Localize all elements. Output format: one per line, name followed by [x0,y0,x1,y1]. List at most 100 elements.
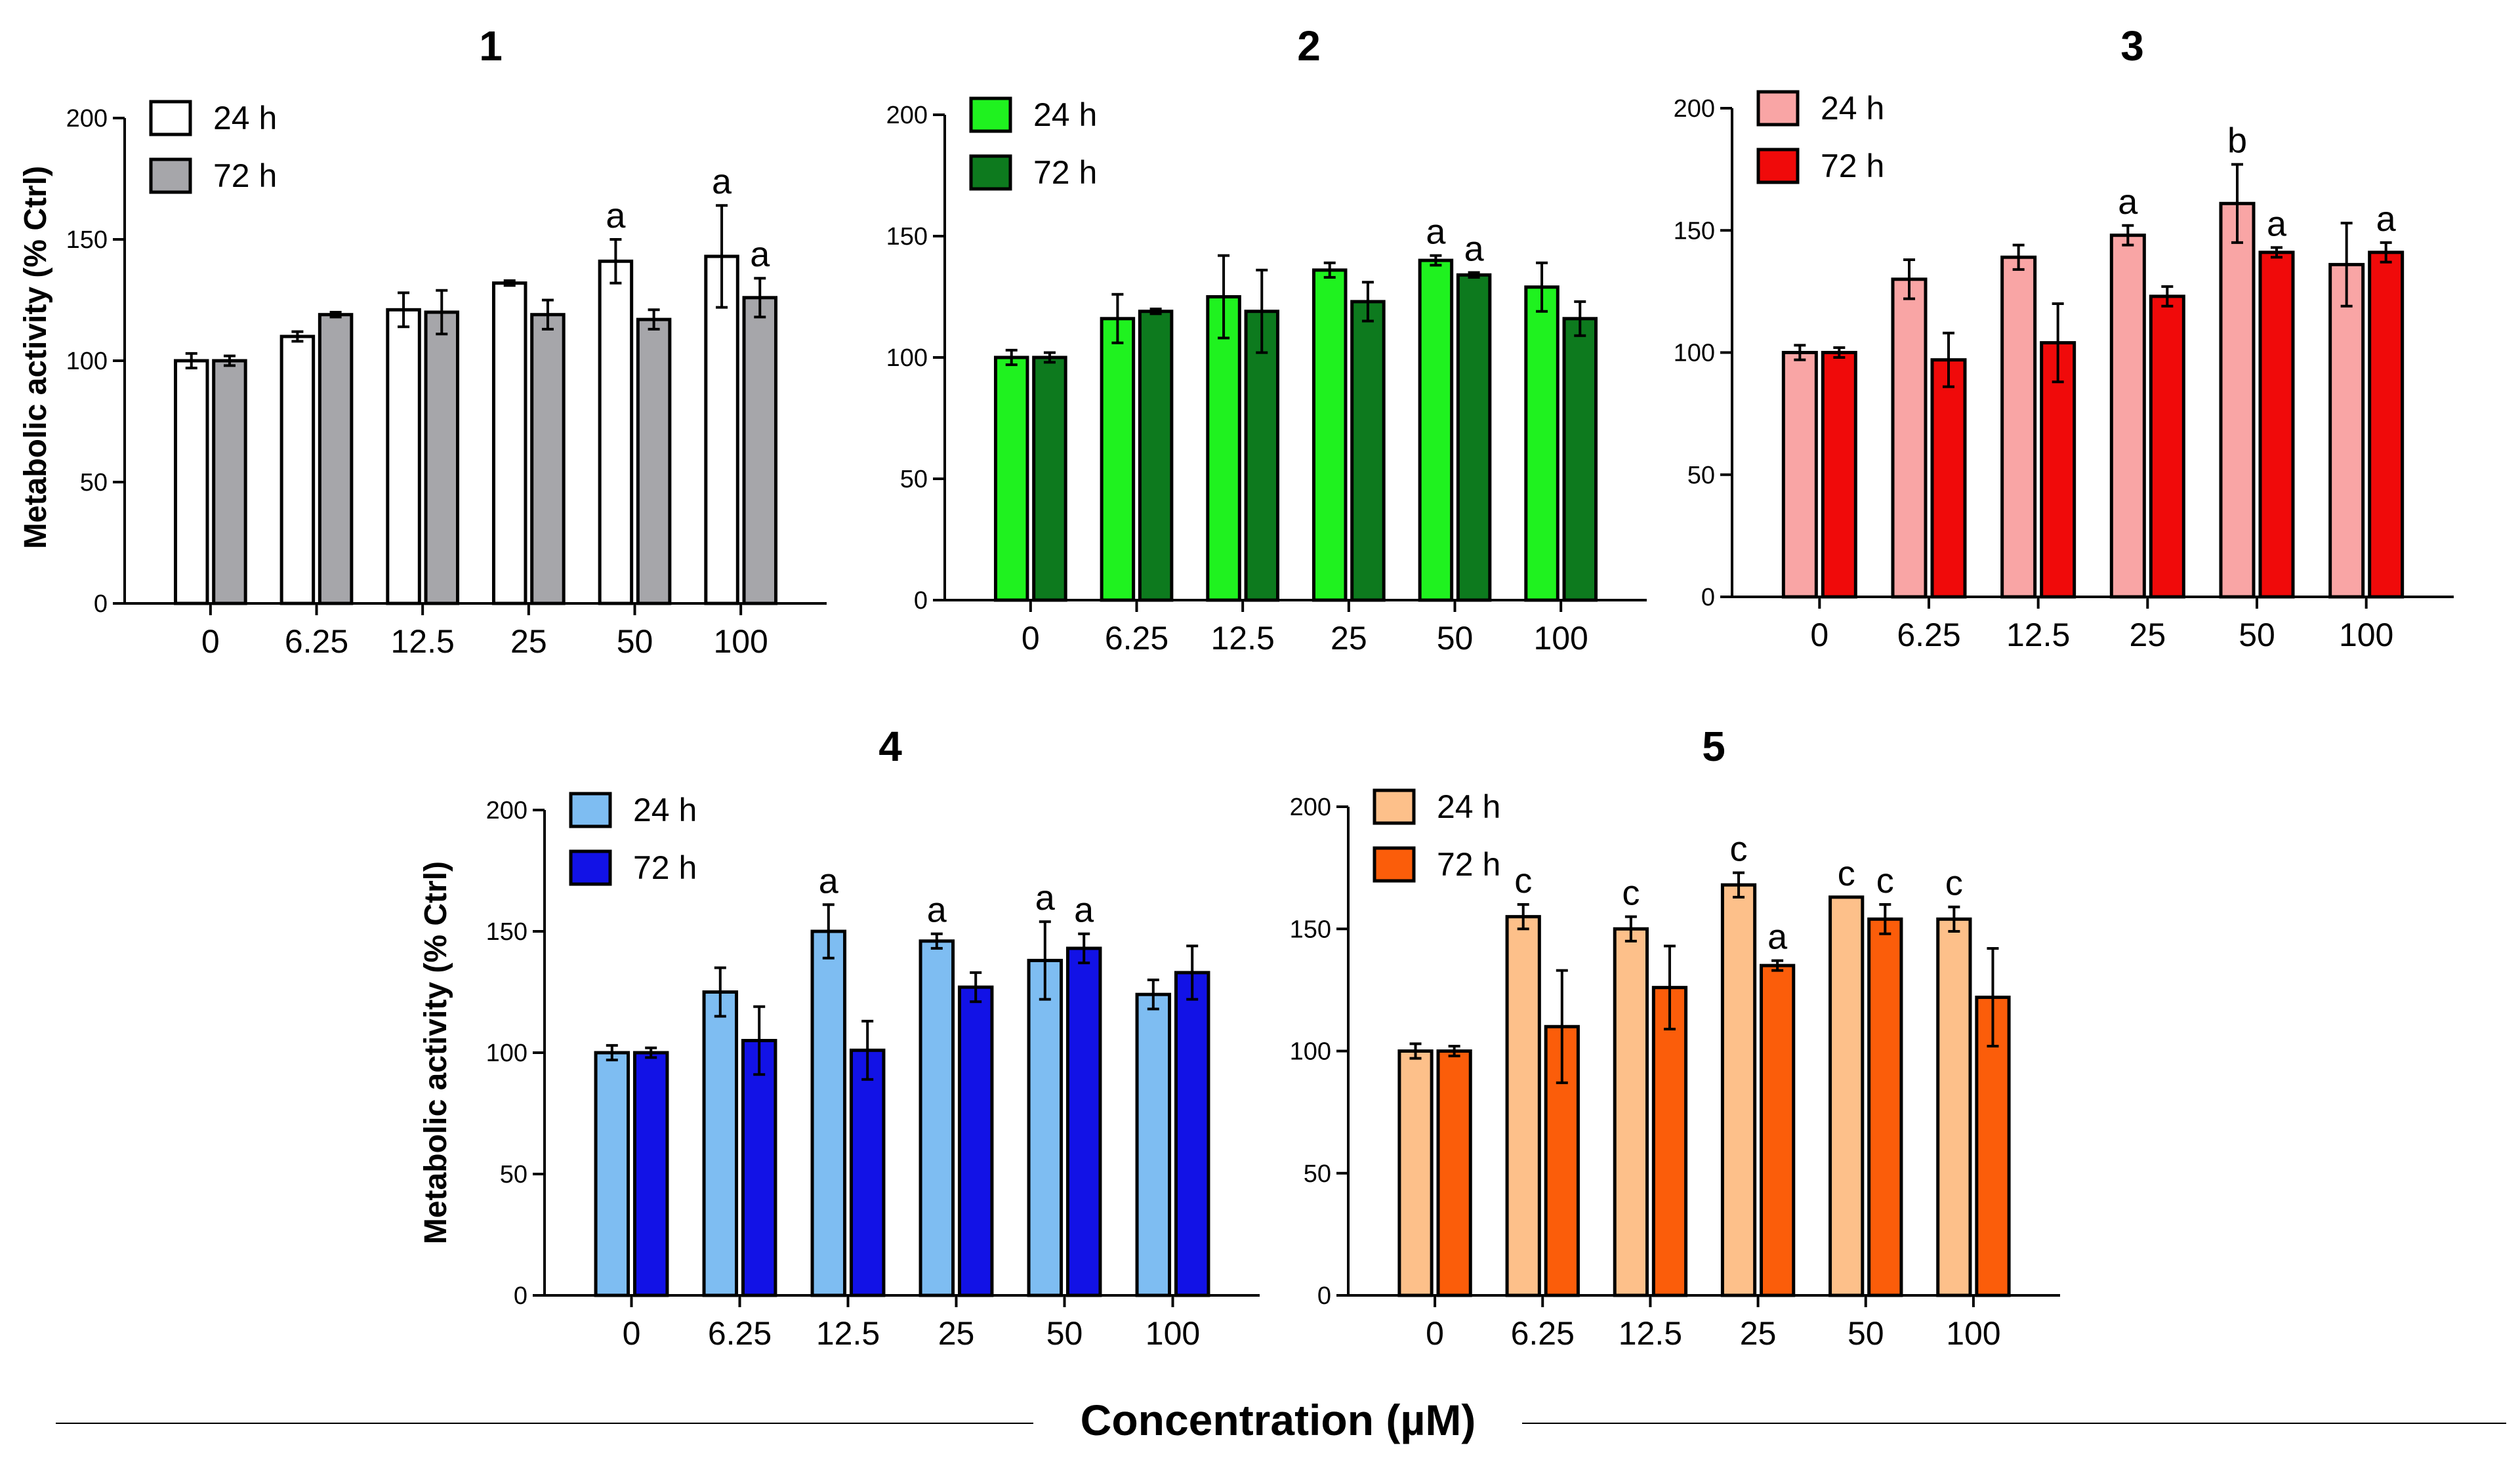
bar-72h [318,313,354,605]
legend-swatch-24h [1373,788,1416,825]
chart-title: 4 [878,723,902,770]
bar-72h [1244,310,1280,602]
x-tick-label: 100 [1146,1315,1200,1352]
y-tick-label: 200 [1290,794,1331,821]
bar-72h [741,1039,777,1297]
bar-24h [173,359,209,605]
y-tick-label: 100 [1290,1038,1331,1066]
bar-72h [957,985,994,1297]
bar-24h [1613,927,1649,1297]
x-tick-label: 0 [1022,620,1040,657]
y-tick-label: 200 [66,105,108,132]
x-tick-label: 6.25 [1511,1315,1575,1352]
x-tick-label: 0 [1810,617,1828,653]
legend-label: 24 h [1821,90,1884,127]
chart-panel-3: 3 0 50 100 150 200 0 6.25 12.5 25 a 50 b a 100 a 24 h 72 … [1674,22,2454,653]
bar-72h [1436,1049,1472,1297]
bar-72h [632,1051,669,1297]
bar-24h [2000,255,2037,599]
significance-label: c [1876,861,1894,901]
significance-label: b [2227,121,2247,161]
bar-24h [1206,295,1241,602]
bar-24h [919,939,955,1297]
x-tick-label: 12.5 [1619,1315,1682,1352]
bar-72h [212,359,247,605]
bar-24h [702,990,739,1297]
significance-label: a [750,235,770,274]
x-tick-label: 100 [713,623,768,660]
y-tick-label: 200 [486,797,527,824]
x-tick-label: 12.5 [816,1315,880,1352]
chart-title: 2 [1297,22,1321,70]
bar-72h [849,1048,886,1297]
x-tick-label: 25 [1740,1315,1777,1352]
legend-swatch-24h [1756,90,1800,127]
significance-label: a [606,196,626,235]
bar-24h [594,1051,630,1297]
y-tick-label: 0 [94,590,108,618]
bar-72h [424,310,460,605]
legend-swatch-72h [1373,846,1416,883]
significance-label: a [2267,204,2287,243]
y-axis-label: Metabolic activity (% Ctrl) [419,861,453,1244]
bar-72h [2258,251,2295,599]
legend-label: 24 h [633,792,697,828]
chart-title: 3 [2120,22,2144,70]
significance-label: a [927,891,947,930]
y-tick-label: 100 [66,348,108,375]
legend-swatch-72h [149,157,192,194]
x-tick-label: 100 [2339,617,2393,653]
bar-24h [1505,915,1541,1297]
bar-24h [2109,233,2146,599]
x-tick-label: 50 [1848,1315,1884,1352]
significance-label: c [1730,830,1748,869]
legend-label: 24 h [213,100,277,136]
significance-label: a [1074,891,1094,930]
bar-24h [1100,317,1136,602]
y-axis-label: Metabolic activity (% Ctrl) [18,166,53,549]
x-tick-label: 100 [1946,1315,2000,1352]
bar-24h [491,281,527,605]
y-tick-label: 150 [66,226,108,254]
x-tick-label: 12.5 [391,623,455,660]
y-tick-label: 200 [1674,95,1715,123]
bar-72h [1350,300,1386,602]
x-tick-label: 6.25 [1105,620,1168,657]
bar-72h [530,313,566,605]
bar-24h [386,308,421,605]
bar-72h [1456,273,1492,602]
significance-label: a [712,162,732,201]
x-tick-label: 0 [201,623,220,660]
bar-72h [636,317,672,605]
y-tick-label: 100 [886,344,928,372]
x-tick-label: 0 [1426,1315,1444,1352]
significance-label: c [1622,874,1640,913]
y-tick-label: 50 [900,466,928,493]
significance-label: a [819,861,839,901]
legend-swatch-24h [969,96,1012,133]
bar-24h [598,259,634,605]
significance-label: a [1464,230,1485,269]
y-tick-label: 0 [914,587,928,615]
x-tick-label: 50 [617,623,653,660]
legend-label: 72 h [1437,846,1500,883]
significance-label: c [1838,854,1855,893]
bar-24h [1312,268,1348,602]
significance-label: a [1035,878,1056,918]
x-tick-label: 12.5 [1211,620,1275,657]
y-tick-label: 100 [486,1040,527,1067]
legend-label: 24 h [1033,96,1097,133]
bottom-axis-title: Concentration (µM) [56,1396,2506,1444]
legend-swatch-72h [969,154,1012,191]
x-tick-label: 25 [2130,617,2166,653]
legend-swatch-72h [1756,148,1800,184]
y-tick-label: 50 [500,1161,527,1188]
bar-24h [279,335,316,605]
x-tick-label: 50 [1046,1315,1083,1352]
bar-24h [1418,258,1454,602]
legend-swatch-24h [149,100,192,136]
bar-24h [1720,883,1757,1297]
significance-label: a [2118,182,2138,222]
